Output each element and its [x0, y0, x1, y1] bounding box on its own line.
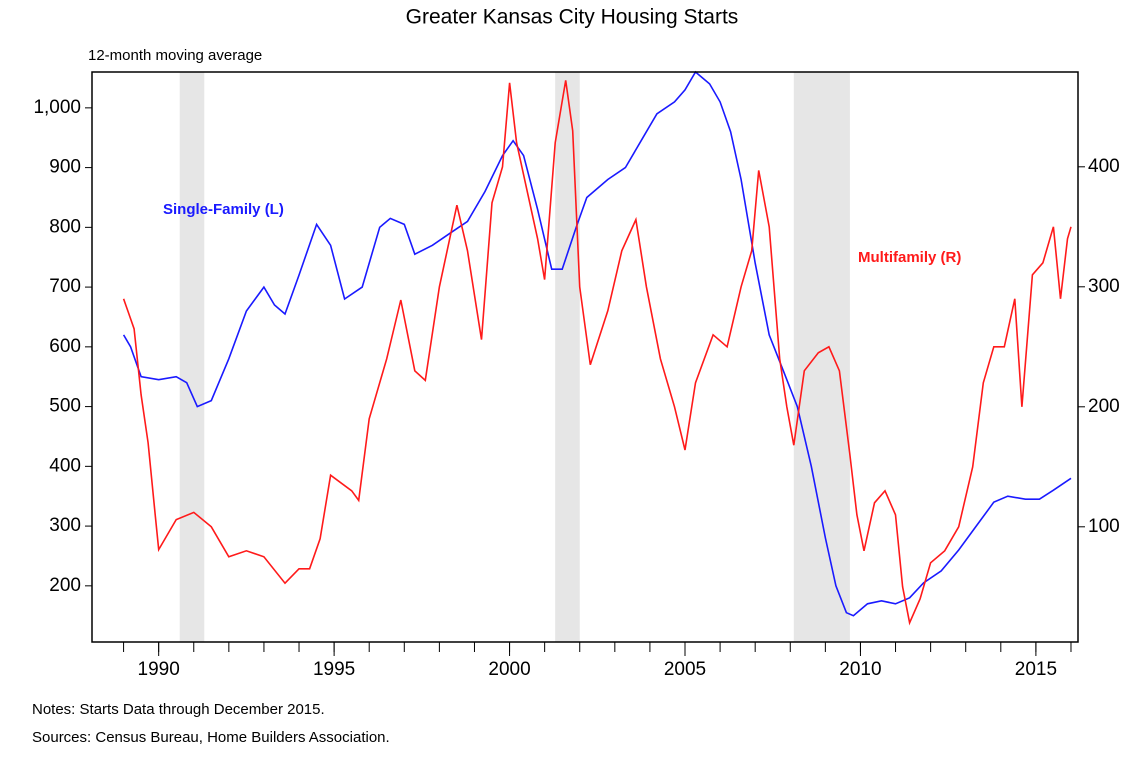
y2-tick-label: 200 [1088, 396, 1120, 417]
x-tick-label: 2005 [664, 659, 706, 680]
y-tick-label: 700 [49, 276, 81, 297]
y-tick-label: 900 [49, 157, 81, 178]
note: Sources: Census Bureau, Home Builders As… [32, 729, 390, 746]
chart-subtitle: 12-month moving average [88, 47, 262, 64]
recession-band [179, 72, 205, 642]
y2-tick-label: 100 [1088, 516, 1120, 537]
y2-tick-label: 300 [1088, 276, 1120, 297]
x-tick-label: 2015 [1015, 659, 1057, 680]
series-line [122, 80, 1072, 626]
x-tick-label: 1995 [313, 659, 355, 680]
y-tick-label: 300 [49, 515, 81, 536]
y-tick-label: 600 [49, 336, 81, 357]
x-tick-label: 2000 [488, 659, 530, 680]
recession-band [793, 72, 850, 642]
series-line [122, 70, 1072, 617]
y-tick-label: 400 [49, 455, 81, 476]
recession-band [555, 72, 580, 642]
series-label: Multifamily (R) [858, 249, 961, 266]
y-tick-label: 1,000 [33, 97, 81, 118]
note: Notes: Starts Data through December 2015… [32, 701, 325, 718]
x-tick-label: 2010 [839, 659, 881, 680]
y-tick-label: 500 [49, 396, 81, 417]
y-tick-label: 800 [49, 216, 81, 237]
chart-title: Greater Kansas City Housing Starts [406, 6, 739, 29]
x-tick-label: 1990 [138, 659, 180, 680]
y-tick-label: 200 [49, 575, 81, 596]
series-label: Single-Family (L) [163, 201, 284, 218]
plot-frame [91, 71, 1079, 643]
y2-tick-label: 400 [1088, 156, 1120, 177]
